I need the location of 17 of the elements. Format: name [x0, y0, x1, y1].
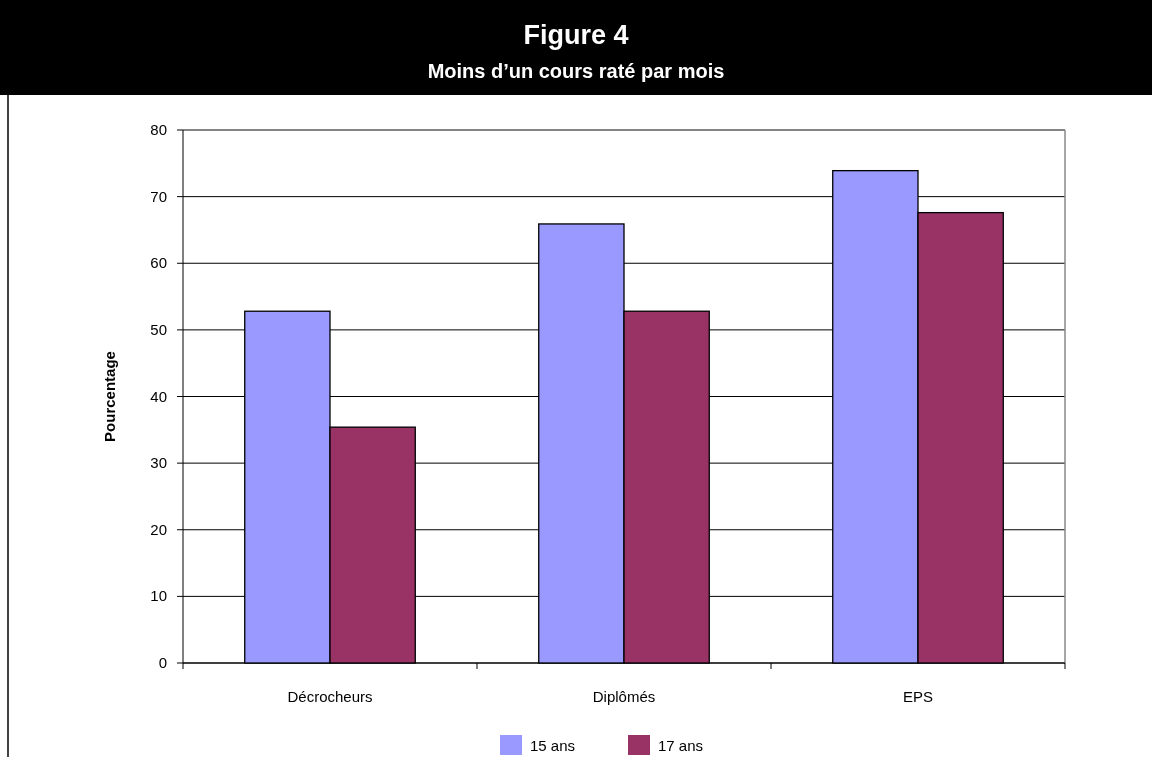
legend-label: 17 ans — [658, 737, 704, 754]
y-tick-label: 60 — [150, 254, 167, 272]
x-tick-label: Diplômés — [592, 688, 656, 705]
y-tick-label: 20 — [150, 520, 167, 538]
legend-label: 15 ans — [530, 737, 576, 754]
chart-subtitle: Moins d’un cours raté par mois — [427, 60, 725, 82]
y-tick-label: 40 — [150, 387, 167, 405]
chart-title: Figure 4 — [523, 20, 629, 50]
y-tick-label: 30 — [150, 454, 167, 472]
y-axis-title: Pourcentage — [101, 351, 118, 442]
y-tick-label: 70 — [150, 187, 167, 205]
y-tick-label: 80 — [150, 121, 167, 138]
x-tick-label: Décrocheurs — [287, 688, 373, 705]
y-tick-label: 10 — [150, 587, 167, 605]
x-tick-label: EPS — [902, 688, 934, 705]
y-tick-label: 50 — [150, 320, 167, 338]
y-tick-label: 0 — [158, 654, 167, 671]
